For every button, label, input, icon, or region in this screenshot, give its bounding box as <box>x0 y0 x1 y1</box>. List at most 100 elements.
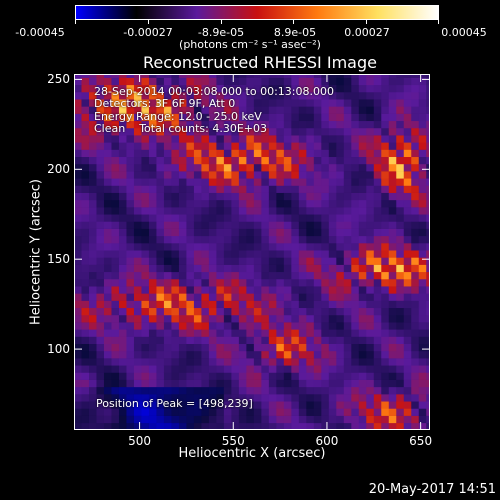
heatmap-cell <box>336 135 345 143</box>
heatmap-cell <box>283 250 292 258</box>
heatmap-cell <box>216 135 225 143</box>
heatmap-cell <box>81 408 90 416</box>
heatmap-cell <box>118 74 127 78</box>
heatmap-cell <box>403 350 412 359</box>
heatmap-cell <box>103 142 112 150</box>
heatmap-cell <box>238 257 247 265</box>
heatmap-cell <box>193 314 202 323</box>
heatmap-cell <box>118 329 127 337</box>
heatmap-cell <box>313 142 322 150</box>
heatmap-cell <box>276 322 285 330</box>
heatmap-cell <box>148 401 157 409</box>
heatmap-cell <box>103 127 112 136</box>
heatmap-cell <box>396 84 405 93</box>
heatmap-cell <box>381 386 390 395</box>
heatmap-cell <box>268 149 277 158</box>
heatmap-cell <box>336 422 345 430</box>
heatmap-cell <box>126 350 135 359</box>
heatmap-cell <box>171 185 180 193</box>
heatmap-cell <box>268 314 277 323</box>
heatmap-cell <box>336 192 345 201</box>
heatmap-cell <box>186 343 195 352</box>
heatmap-cell <box>381 99 390 107</box>
heatmap-cell <box>306 415 315 424</box>
heatmap-cell <box>388 235 397 244</box>
heatmap-cell <box>373 106 382 114</box>
heatmap-cell <box>246 278 255 287</box>
heatmap-cell <box>306 264 315 273</box>
heatmap-cell <box>238 350 247 359</box>
heatmap-cell <box>133 207 142 215</box>
heatmap-cell <box>358 408 367 416</box>
heatmap-cell <box>261 214 270 222</box>
heatmap-cell <box>238 156 247 165</box>
heatmap-cell <box>118 264 127 273</box>
heatmap-cell <box>103 379 112 388</box>
heatmap-cell <box>156 271 165 280</box>
heatmap-cell <box>88 365 97 373</box>
heatmap-cell <box>246 207 255 215</box>
heatmap-cell <box>178 192 187 201</box>
heatmap-cell <box>88 422 97 430</box>
heatmap-cell <box>178 228 187 237</box>
heatmap-cell <box>298 422 307 430</box>
heatmap-cell <box>291 278 300 287</box>
heatmap-cell <box>148 365 157 373</box>
heatmap-cell <box>351 250 360 258</box>
heatmap-cell <box>74 329 82 337</box>
heatmap-cell <box>246 336 255 344</box>
heatmap-cell <box>133 250 142 258</box>
heatmap-cell <box>81 77 90 86</box>
heatmap-cell <box>186 91 195 100</box>
heatmap-cell <box>283 358 292 366</box>
heatmap-cell <box>313 372 322 380</box>
heatmap-cell <box>396 178 405 186</box>
heatmap-cell <box>201 106 210 114</box>
heatmap-cell <box>306 365 315 373</box>
heatmap-cell <box>343 278 352 287</box>
heatmap-cell <box>298 142 307 150</box>
heatmap-cell <box>74 307 82 316</box>
heatmap-cell <box>246 192 255 201</box>
heatmap-cell <box>388 358 397 366</box>
heatmap-cell <box>426 257 430 265</box>
heatmap-cell <box>156 278 165 287</box>
heatmap-cell <box>186 401 195 409</box>
heatmap-cell <box>163 77 172 86</box>
heatmap-cell <box>103 192 112 201</box>
heatmap-cell <box>193 221 202 229</box>
heatmap-cell <box>96 408 105 416</box>
heatmap-cell <box>141 350 150 359</box>
heatmap-cell <box>313 199 322 208</box>
heatmap-cell <box>238 379 247 388</box>
heatmap-cell <box>96 214 105 222</box>
heatmap-cell <box>186 379 195 388</box>
colorbar-tick-mark <box>148 20 149 24</box>
heatmap-cell <box>156 257 165 265</box>
heatmap-cell <box>238 120 247 129</box>
heatmap-cell <box>171 192 180 201</box>
heatmap-cell <box>298 293 307 301</box>
heatmap-cell <box>216 250 225 258</box>
heatmap-cell <box>223 286 232 294</box>
heatmap-cell <box>291 329 300 337</box>
heatmap-cell <box>373 307 382 316</box>
heatmap-cell <box>201 264 210 273</box>
heatmap-cell <box>133 278 142 287</box>
heatmap-cell <box>171 329 180 337</box>
heatmap-cell <box>283 156 292 165</box>
heatmap-cell <box>171 235 180 244</box>
heatmap-cell <box>276 120 285 129</box>
heatmap-cell <box>298 343 307 352</box>
heatmap-cell <box>366 135 375 143</box>
heatmap-cell <box>351 228 360 237</box>
heatmap-cell <box>268 199 277 208</box>
heatmap-cell <box>366 91 375 100</box>
heatmap-cell <box>186 149 195 158</box>
heatmap-cell <box>178 250 187 258</box>
heatmap-cell <box>426 235 430 244</box>
heatmap-cell <box>253 178 262 186</box>
heatmap-cell <box>291 401 300 409</box>
heatmap-cell <box>111 91 120 100</box>
heatmap-cell <box>238 135 247 143</box>
